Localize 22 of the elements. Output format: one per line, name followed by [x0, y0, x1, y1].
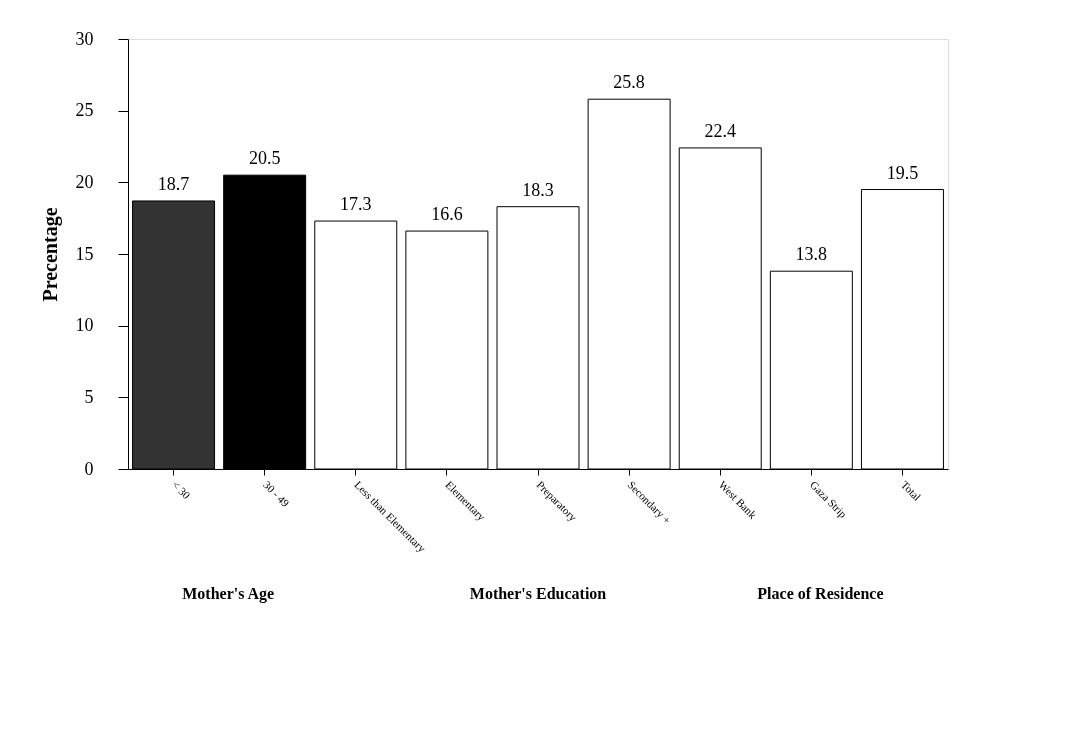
data-label: 22.4 — [704, 120, 736, 141]
y-tick-label: 0 — [84, 458, 94, 479]
data-label: 16.6 — [431, 204, 463, 225]
data-label: 20.5 — [248, 148, 281, 169]
data-label: 17.3 — [340, 194, 372, 215]
y-tick-label: 10 — [75, 315, 94, 336]
text: Mother's Education — [469, 585, 607, 602]
text: Mother's Age — [182, 585, 275, 603]
text: Place of Residence — [757, 585, 884, 602]
y-tick-label: 25 — [75, 100, 94, 121]
data-label: 18.7 — [157, 173, 190, 194]
y-tick-label: 30 — [75, 28, 94, 49]
data-label: 13.8 — [795, 244, 828, 265]
data-label: 25.8 — [613, 72, 645, 93]
y-tick-label: 20 — [75, 171, 94, 192]
x-tick-label: < 30 — [170, 478, 193, 502]
y-tick-label: 15 — [75, 243, 94, 264]
data-label: 19.5 — [886, 162, 919, 183]
y-axis-title: Precentage — [38, 207, 62, 302]
y-tick-label: 5 — [84, 386, 94, 407]
x-tick-label: 30 - 49 — [261, 478, 293, 510]
data-label: 18.3 — [522, 179, 554, 200]
